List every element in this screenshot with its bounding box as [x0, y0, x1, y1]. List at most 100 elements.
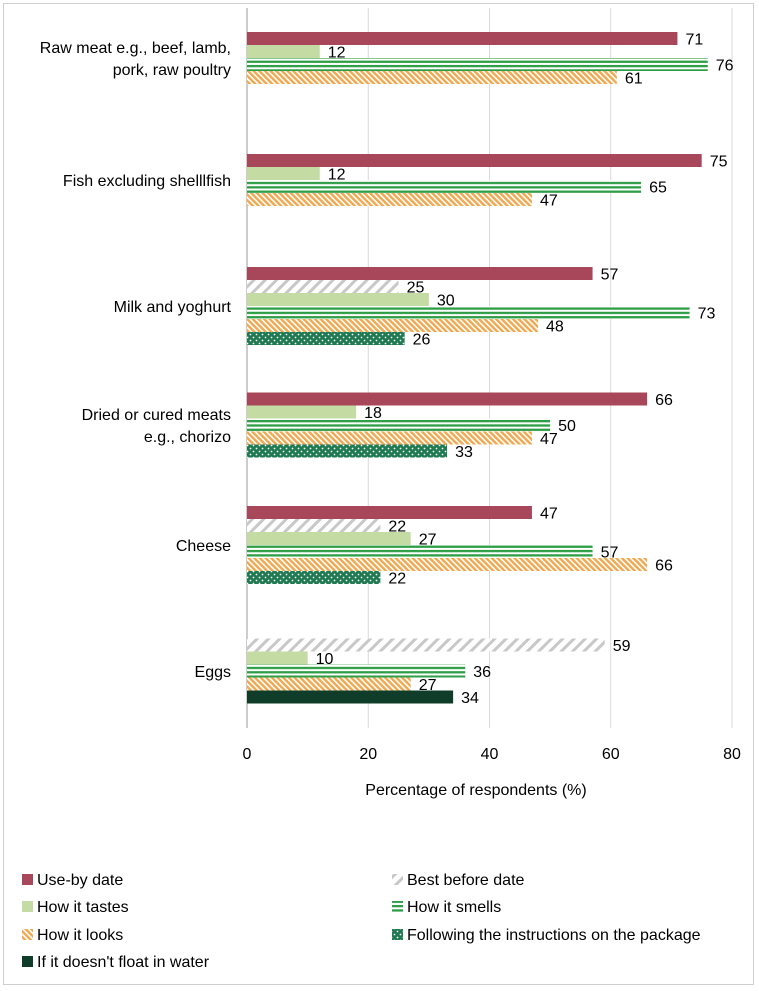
data-label: 59	[613, 638, 631, 655]
legend-label: How it tastes	[37, 899, 129, 916]
legend-item: How it tastes	[22, 899, 129, 916]
category-label: Fish excluding shelllfish	[63, 173, 231, 190]
legend-item: How it smells	[392, 899, 501, 916]
x-tick-label: 20	[359, 746, 377, 763]
legend-item: Use-by date	[22, 872, 123, 889]
bar-if-it-doesn-t-float-in-water-5	[247, 690, 454, 704]
data-label: 25	[407, 280, 425, 297]
bar-how-it-tastes-3	[247, 405, 357, 419]
legend-label: Best before date	[407, 872, 525, 889]
bar-how-it-smells-5	[247, 664, 466, 678]
data-label: 66	[655, 558, 673, 575]
category-label: pork, raw poultry	[113, 62, 231, 79]
data-label: 47	[540, 506, 558, 523]
bar-how-it-looks-5	[247, 677, 411, 691]
data-label: 12	[328, 45, 346, 62]
bar-use-by-date-2	[247, 267, 593, 280]
data-label: 50	[558, 418, 576, 435]
bar-how-it-tastes-4	[247, 532, 411, 545]
legend-label: Use-by date	[37, 872, 123, 889]
data-label: 10	[316, 651, 334, 668]
data-label: 18	[364, 405, 382, 422]
data-label: 33	[455, 444, 473, 461]
data-label: 57	[601, 545, 619, 562]
bar-how-it-tastes-1	[247, 167, 320, 180]
data-label: 61	[625, 71, 643, 88]
data-label: 27	[419, 677, 437, 694]
data-label: 48	[546, 319, 564, 336]
bar-use-by-date-1	[247, 154, 702, 167]
bar-best-before-date-5	[247, 638, 605, 652]
x-tick-label: 60	[602, 746, 620, 763]
legend-swatch	[22, 929, 33, 940]
bar-following-the-instructions-on-the-package-2	[247, 332, 405, 345]
chart-frame	[3, 3, 754, 985]
data-label: 22	[388, 519, 406, 536]
legend-swatch	[22, 956, 33, 967]
legend-swatch	[392, 874, 403, 885]
bar-how-it-smells-0	[247, 58, 708, 71]
legend-label: If it doesn't float in water	[37, 954, 210, 971]
bar-following-the-instructions-on-the-package-3	[247, 444, 448, 458]
bar-use-by-date-0	[247, 32, 678, 45]
legend-item: If it doesn't float in water	[22, 954, 210, 971]
bar-how-it-tastes-0	[247, 45, 320, 58]
bar-how-it-looks-4	[247, 558, 648, 571]
x-axis-title: Percentage of respondents (%)	[365, 782, 586, 799]
data-label: 73	[698, 306, 716, 323]
data-label: 71	[685, 32, 703, 49]
legend-item: Following the instructions on the packag…	[392, 927, 701, 944]
bar-how-it-looks-0	[247, 71, 617, 84]
bar-best-before-date-2	[247, 280, 399, 293]
data-label: 76	[716, 58, 734, 75]
bar-how-it-looks-1	[247, 193, 532, 206]
category-label: Raw meat e.g., beef, lamb,	[40, 40, 231, 57]
legend-label: How it looks	[37, 927, 123, 944]
bar-how-it-smells-2	[247, 306, 690, 319]
legend-swatch	[392, 901, 403, 912]
legend-label: How it smells	[407, 899, 501, 916]
bar-how-it-tastes-5	[247, 651, 308, 665]
data-label: 75	[710, 154, 728, 171]
bar-best-before-date-4	[247, 519, 381, 532]
data-label: 47	[540, 193, 558, 210]
data-label: 36	[473, 664, 491, 681]
bar-use-by-date-4	[247, 506, 532, 519]
bar-how-it-smells-3	[247, 418, 551, 432]
data-labels: 7112766175126547572530734826661850473347…	[316, 32, 734, 708]
legend-swatch	[22, 901, 33, 912]
category-label: e.g., chorizo	[144, 429, 231, 446]
x-tick-label: 80	[723, 746, 741, 763]
data-label: 26	[413, 332, 431, 349]
bar-use-by-date-3	[247, 392, 648, 406]
legend-item: How it looks	[22, 927, 123, 944]
legend-swatch	[392, 929, 403, 940]
category-label: Dried or cured meats	[82, 407, 231, 424]
data-label: 66	[655, 392, 673, 409]
data-label: 47	[540, 431, 558, 448]
x-tick-labels: 0 20 40 60 80	[243, 746, 741, 763]
category-labels: Raw meat e.g., beef, lamb, pork, raw poul…	[40, 40, 232, 681]
data-label: 34	[461, 690, 479, 707]
legend: Use-by date Best before date How it tastes…	[22, 872, 701, 971]
category-label: Eggs	[195, 664, 231, 681]
gridlines	[246, 8, 733, 728]
legend-label: Following the instructions on the packag…	[407, 927, 701, 944]
data-label: 65	[649, 180, 667, 197]
bar-how-it-tastes-2	[247, 293, 429, 306]
category-label: Cheese	[176, 538, 231, 555]
bar-following-the-instructions-on-the-package-4	[247, 571, 381, 584]
data-label: 27	[419, 532, 437, 549]
data-label: 57	[601, 267, 619, 284]
legend-swatch	[22, 874, 33, 885]
x-tick-label: 40	[481, 746, 499, 763]
x-tick-label: 0	[243, 746, 252, 763]
bar-how-it-looks-2	[247, 319, 538, 332]
bar-how-it-smells-4	[247, 545, 593, 558]
bars	[247, 32, 708, 704]
bar-how-it-smells-1	[247, 180, 642, 193]
data-label: 22	[388, 571, 406, 588]
legend-item: Best before date	[392, 872, 525, 889]
data-label: 12	[328, 167, 346, 184]
